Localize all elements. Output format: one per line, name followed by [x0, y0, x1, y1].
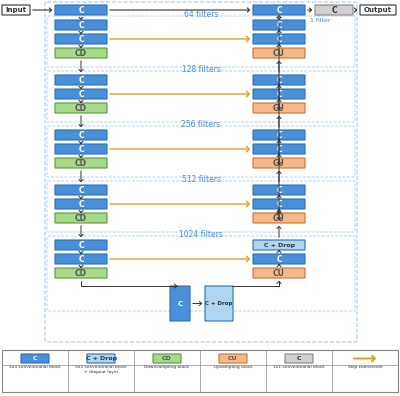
FancyBboxPatch shape: [55, 213, 107, 223]
FancyBboxPatch shape: [21, 354, 49, 363]
FancyBboxPatch shape: [55, 130, 107, 140]
Text: C: C: [78, 131, 84, 139]
Text: CU: CU: [273, 213, 285, 223]
Text: 1 filter: 1 filter: [310, 18, 330, 23]
Text: C: C: [276, 21, 282, 29]
Text: C: C: [276, 34, 282, 44]
FancyBboxPatch shape: [55, 89, 107, 99]
FancyBboxPatch shape: [253, 254, 305, 264]
FancyBboxPatch shape: [253, 213, 305, 223]
Text: C: C: [78, 34, 84, 44]
FancyBboxPatch shape: [55, 34, 107, 44]
FancyBboxPatch shape: [219, 354, 247, 363]
Text: 128 filters: 128 filters: [182, 65, 220, 74]
Text: C: C: [276, 89, 282, 99]
Text: 1024 filters: 1024 filters: [179, 230, 223, 239]
FancyBboxPatch shape: [170, 286, 190, 321]
Text: C: C: [297, 356, 301, 361]
FancyBboxPatch shape: [253, 89, 305, 99]
Text: 1x1 convolutional block: 1x1 convolutional block: [273, 365, 325, 369]
Text: 64 filters: 64 filters: [184, 10, 218, 19]
FancyBboxPatch shape: [253, 268, 305, 278]
Text: CD: CD: [75, 268, 87, 278]
FancyBboxPatch shape: [2, 5, 30, 15]
FancyBboxPatch shape: [253, 5, 305, 15]
Text: C: C: [178, 301, 182, 307]
Text: C: C: [276, 76, 282, 84]
FancyBboxPatch shape: [360, 5, 396, 15]
FancyBboxPatch shape: [55, 254, 107, 264]
FancyBboxPatch shape: [55, 144, 107, 154]
FancyBboxPatch shape: [253, 144, 305, 154]
Text: C: C: [78, 240, 84, 249]
Text: CD: CD: [162, 356, 172, 361]
FancyBboxPatch shape: [253, 75, 305, 85]
Text: CD: CD: [75, 158, 87, 168]
FancyBboxPatch shape: [253, 20, 305, 30]
FancyBboxPatch shape: [253, 199, 305, 209]
FancyBboxPatch shape: [253, 158, 305, 168]
FancyBboxPatch shape: [253, 185, 305, 195]
FancyBboxPatch shape: [315, 5, 353, 15]
FancyBboxPatch shape: [253, 48, 305, 58]
FancyBboxPatch shape: [205, 286, 233, 321]
Text: Skip connection: Skip connection: [348, 365, 382, 369]
Text: C: C: [78, 6, 84, 15]
Text: Downsampling block: Downsampling block: [144, 365, 190, 369]
Text: C: C: [78, 145, 84, 154]
Text: 3x3 convolutional block: 3x3 convolutional block: [9, 365, 61, 369]
Text: C: C: [78, 89, 84, 99]
FancyBboxPatch shape: [285, 354, 313, 363]
FancyBboxPatch shape: [55, 5, 107, 15]
Text: CU: CU: [273, 48, 285, 57]
Text: CU: CU: [273, 103, 285, 112]
Text: 512 filters: 512 filters: [182, 175, 220, 184]
FancyBboxPatch shape: [253, 34, 305, 44]
Text: CD: CD: [75, 213, 87, 223]
FancyBboxPatch shape: [55, 185, 107, 195]
Text: CD: CD: [75, 48, 87, 57]
Text: C: C: [276, 185, 282, 194]
Text: CU: CU: [273, 158, 285, 168]
FancyBboxPatch shape: [55, 240, 107, 250]
Text: CU: CU: [228, 356, 238, 361]
Text: C + Drop: C + Drop: [264, 242, 294, 248]
Text: C: C: [276, 6, 282, 15]
Text: Output: Output: [364, 7, 392, 13]
FancyBboxPatch shape: [87, 354, 115, 363]
Text: C: C: [33, 356, 37, 361]
FancyBboxPatch shape: [153, 354, 181, 363]
Text: Input: Input: [6, 7, 26, 13]
Text: C: C: [331, 6, 337, 15]
Bar: [2, 350, 398, 392]
FancyBboxPatch shape: [253, 103, 305, 113]
Text: C: C: [78, 255, 84, 263]
FancyBboxPatch shape: [55, 158, 107, 168]
FancyBboxPatch shape: [55, 75, 107, 85]
Text: CU: CU: [273, 268, 285, 278]
Text: Upsampling block: Upsampling block: [214, 365, 252, 369]
FancyBboxPatch shape: [55, 268, 107, 278]
Text: 256 filters: 256 filters: [182, 120, 220, 129]
Text: 3x3 convolutional block
+ dropout layer: 3x3 convolutional block + dropout layer: [75, 365, 127, 373]
Text: C: C: [276, 200, 282, 209]
FancyBboxPatch shape: [55, 199, 107, 209]
Text: C: C: [78, 200, 84, 209]
FancyBboxPatch shape: [253, 130, 305, 140]
Text: C: C: [276, 131, 282, 139]
Text: C: C: [78, 76, 84, 84]
FancyBboxPatch shape: [55, 48, 107, 58]
Text: C + Drop: C + Drop: [205, 301, 233, 306]
FancyBboxPatch shape: [55, 20, 107, 30]
Text: C: C: [276, 145, 282, 154]
FancyBboxPatch shape: [55, 103, 107, 113]
Text: C + Drop: C + Drop: [86, 356, 116, 361]
FancyBboxPatch shape: [253, 240, 305, 250]
Text: C: C: [78, 21, 84, 29]
Text: CD: CD: [75, 103, 87, 112]
Text: C: C: [78, 185, 84, 194]
Text: C: C: [276, 255, 282, 263]
